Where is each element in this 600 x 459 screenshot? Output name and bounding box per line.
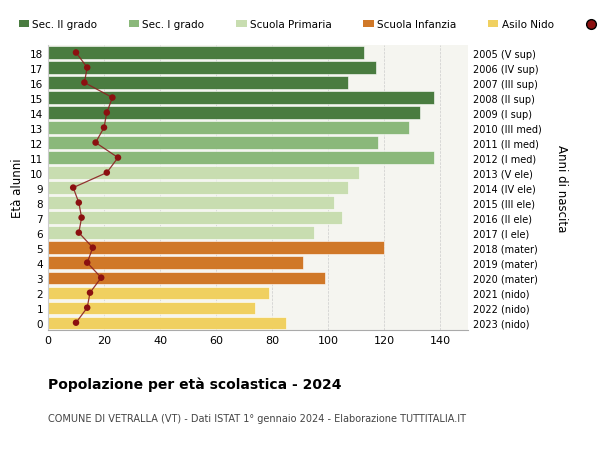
Bar [48, 272, 325, 284]
Point [102, 169, 112, 177]
Point [102, 110, 112, 117]
Bar [48, 257, 303, 269]
Bar [48, 77, 347, 90]
Bar [48, 227, 314, 239]
Text: COMUNE DI VETRALLA (VT) - Dati ISTAT 1° gennaio 2024 - Elaborazione TUTTITALIA.I: COMUNE DI VETRALLA (VT) - Dati ISTAT 1° … [48, 413, 466, 423]
Bar [48, 122, 409, 134]
Point [88, 245, 98, 252]
Bar [48, 62, 376, 74]
Point [74, 200, 83, 207]
Y-axis label: Età alunni: Età alunni [11, 158, 25, 218]
Bar [48, 182, 347, 194]
Point [77, 214, 86, 222]
Text: Popolazione per età scolastica - 2024: Popolazione per età scolastica - 2024 [48, 376, 341, 391]
Bar [48, 242, 384, 254]
Point [99, 124, 109, 132]
Point [74, 230, 83, 237]
Point [80, 80, 89, 87]
Bar [48, 107, 421, 119]
Bar [48, 197, 334, 209]
Point [91, 140, 100, 147]
Point [85, 289, 95, 297]
Bar [48, 47, 364, 60]
Y-axis label: Anni di nascita: Anni di nascita [556, 145, 569, 232]
Bar [48, 212, 342, 224]
Bar [48, 137, 379, 149]
Bar [48, 152, 434, 164]
Point [71, 50, 81, 57]
Legend: Sec. II grado, Sec. I grado, Scuola Primaria, Scuola Infanzia, Asilo Nido, Stran: Sec. II grado, Sec. I grado, Scuola Prim… [14, 16, 600, 34]
Bar [48, 302, 255, 314]
Point [107, 95, 117, 102]
Point [82, 259, 92, 267]
Point [113, 155, 123, 162]
Point [68, 185, 78, 192]
Point [82, 304, 92, 312]
Point [71, 319, 81, 327]
Bar [48, 287, 269, 299]
Bar [48, 92, 434, 105]
Point [82, 65, 92, 72]
Bar [48, 317, 286, 329]
Point [97, 274, 106, 282]
Bar [48, 167, 359, 179]
